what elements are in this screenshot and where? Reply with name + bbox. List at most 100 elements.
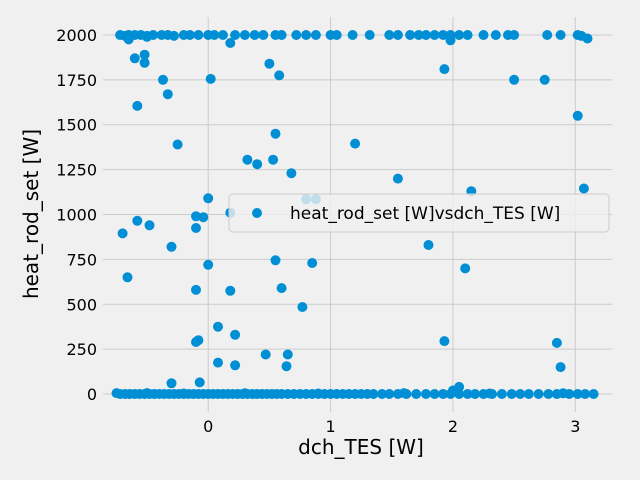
- data-point: [533, 389, 544, 399]
- data-point: [392, 173, 403, 184]
- data-point: [439, 64, 450, 75]
- data-point: [392, 30, 403, 40]
- data-point: [439, 336, 450, 347]
- x-tick-labels: 0 1 2 3: [203, 417, 580, 436]
- data-point: [191, 211, 201, 222]
- x-tick-label: 2: [448, 417, 458, 436]
- data-point: [405, 30, 416, 40]
- data-point: [264, 58, 275, 69]
- data-point: [438, 389, 449, 399]
- data-point: [225, 285, 236, 296]
- data-point: [268, 154, 279, 165]
- data-point: [297, 302, 308, 312]
- data-point: [209, 30, 220, 40]
- data-point: [198, 212, 209, 223]
- data-point: [169, 30, 179, 41]
- data-point: [191, 284, 201, 295]
- data-point: [364, 30, 375, 40]
- x-tick-label: 0: [203, 417, 213, 436]
- data-point: [193, 335, 204, 346]
- data-point: [276, 30, 287, 40]
- data-point: [301, 30, 312, 40]
- data-point: [122, 272, 133, 283]
- data-point: [539, 74, 550, 85]
- data-point: [543, 389, 554, 399]
- y-tick-label: 250: [66, 340, 97, 359]
- y-tick-label: 0: [87, 385, 97, 404]
- data-point: [588, 389, 599, 399]
- data-point: [239, 30, 250, 40]
- data-point: [230, 360, 241, 371]
- data-point: [429, 389, 440, 399]
- data-point: [166, 241, 177, 252]
- x-tick-label: 3: [570, 417, 580, 436]
- x-axis-title: dch_TES [W]: [298, 435, 424, 459]
- data-point: [462, 389, 473, 399]
- data-point: [399, 388, 409, 399]
- data-point: [242, 154, 253, 165]
- data-point: [291, 30, 302, 40]
- data-point: [213, 357, 223, 368]
- data-point: [496, 389, 507, 399]
- data-point: [515, 389, 526, 399]
- data-point: [445, 389, 456, 399]
- data-point: [230, 30, 241, 40]
- data-point: [462, 30, 473, 40]
- y-tick-label: 1250: [56, 161, 97, 180]
- data-point: [281, 361, 292, 372]
- data-point: [523, 389, 534, 399]
- data-point: [445, 35, 456, 46]
- data-point: [239, 388, 250, 399]
- data-point: [470, 389, 480, 399]
- data-point: [260, 349, 271, 360]
- data-point: [132, 100, 143, 111]
- data-point: [139, 57, 150, 68]
- data-point: [217, 30, 228, 40]
- data-point: [144, 220, 155, 231]
- legend-label: heat_rod_set [W]vsdch_TES [W]: [290, 204, 560, 224]
- data-point: [454, 30, 465, 40]
- data-point: [230, 329, 241, 340]
- data-point: [252, 159, 263, 170]
- data-point: [193, 30, 204, 40]
- y-tick-label: 1750: [56, 71, 97, 90]
- y-tick-labels: 0 250 500 750 1000 1250 1500 1750 2000: [56, 26, 97, 404]
- data-point: [270, 255, 281, 266]
- data-point: [184, 30, 195, 40]
- data-points: [111, 30, 599, 399]
- y-tick-label: 1500: [56, 116, 97, 135]
- data-point: [384, 389, 395, 399]
- data-point: [203, 259, 214, 270]
- data-point: [258, 30, 269, 40]
- data-point: [572, 110, 583, 121]
- data-point: [411, 389, 422, 399]
- data-point: [178, 388, 189, 399]
- data-point: [558, 388, 569, 399]
- data-point: [421, 389, 431, 399]
- data-point: [274, 70, 285, 81]
- data-point: [203, 193, 214, 204]
- data-point: [551, 337, 562, 348]
- data-point: [162, 89, 173, 100]
- y-tick-label: 500: [66, 295, 97, 314]
- data-point: [484, 388, 495, 399]
- y-tick-label: 1000: [56, 206, 97, 225]
- data-point: [580, 389, 591, 399]
- data-point: [270, 128, 281, 139]
- data-point: [350, 138, 361, 149]
- data-point: [225, 38, 236, 48]
- data-point: [377, 389, 387, 399]
- y-tick-label: 2000: [56, 26, 97, 45]
- data-point: [158, 74, 168, 85]
- data-point: [460, 263, 471, 274]
- y-axis-title: heat_rod_set [W]: [19, 129, 43, 299]
- data-point: [423, 240, 434, 250]
- data-point: [509, 74, 520, 85]
- data-point: [578, 183, 589, 194]
- data-point: [249, 30, 260, 40]
- data-point: [347, 30, 358, 40]
- data-point: [142, 388, 152, 399]
- data-point: [555, 362, 566, 373]
- legend: heat_rod_set [W]vsdch_TES [W]: [228, 193, 610, 233]
